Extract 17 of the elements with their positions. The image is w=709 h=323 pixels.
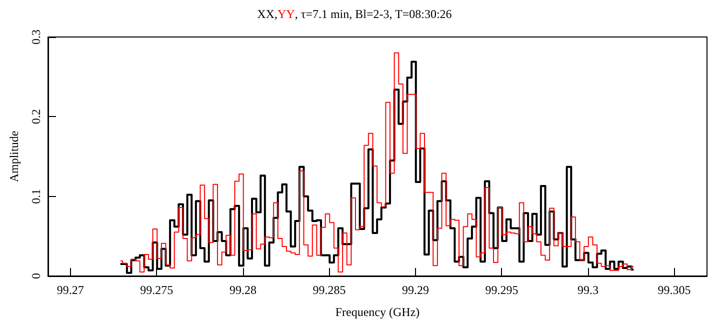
x-tick-label: 99.29 [402, 283, 429, 297]
chart-title: , τ=7.1 min, Bl=2-3, T=08:30:26 [294, 7, 452, 21]
text: YY [277, 7, 296, 21]
x-tick-label: 99.27 [56, 283, 84, 297]
y-tick-label: 0.1 [29, 188, 43, 204]
x-axis-title: Frequency (GHz) [335, 305, 420, 319]
x-tick-label: 99.305 [658, 283, 691, 297]
y-tick-label: 0 [29, 273, 43, 279]
y-axis-title: Amplitude [7, 130, 21, 182]
x-tick-label: 99.28 [229, 283, 256, 297]
text: XX, [257, 7, 278, 21]
x-tick-label: 99.285 [312, 283, 346, 297]
x-tick-label: 99.295 [485, 283, 518, 297]
y-tick-label: 0.3 [29, 30, 43, 44]
x-tick-label: 99.3 [577, 283, 598, 297]
y-tick-label: 0.2 [29, 109, 43, 124]
x-tick-label: 99.275 [140, 283, 174, 297]
